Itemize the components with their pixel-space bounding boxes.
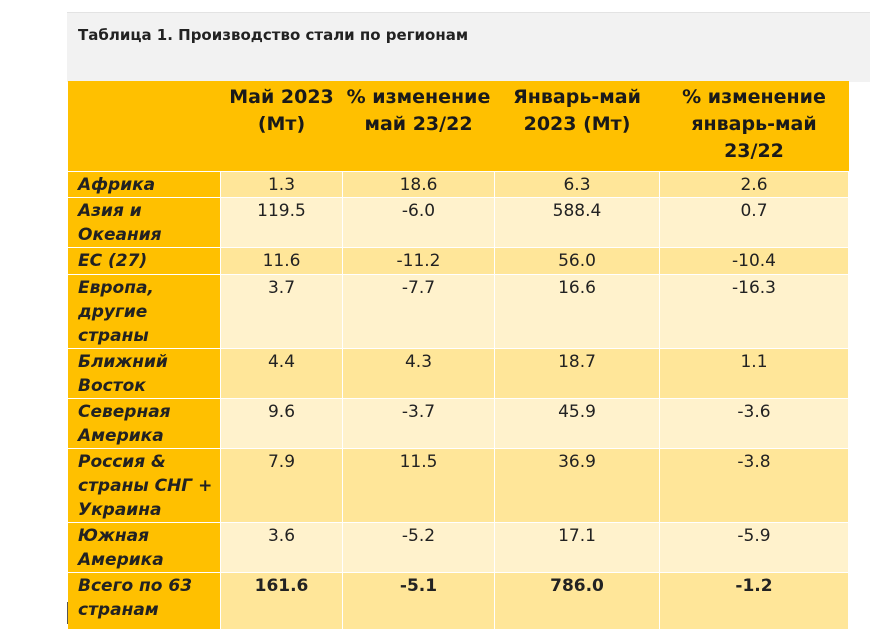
region-cell: Европа, другие страны (67, 273, 221, 349)
total-row: Всего по 63 странам 161.6 -5.1 786.0 -1.… (67, 571, 849, 630)
jan-may-cell: 16.6 (494, 273, 660, 349)
header-jan-may: Январь-май 2023 (Мт) (494, 81, 660, 171)
jan-may-change-cell: -3.8 (659, 447, 849, 523)
table-row: ЕС (27) 11.6 -11.2 56.0 -10.4 (67, 246, 849, 275)
table-row: Южная Америка 3.6 -5.2 17.1 -5.9 (67, 521, 849, 573)
header-row: Май 2023 (Мт) % изменение май 23/22 Янва… (67, 81, 849, 171)
jan-may-change-cell: -1.2 (659, 571, 849, 630)
may-change-cell: -5.1 (342, 571, 495, 630)
jan-may-change-cell: 0.7 (659, 196, 849, 248)
jan-may-cell: 786.0 (494, 571, 660, 630)
table-caption: Таблица 1. Производство стали по региона… (78, 26, 469, 44)
jan-may-change-cell: -5.9 (659, 521, 849, 573)
may-cell: 7.9 (220, 447, 343, 523)
header-jan-may-change: % изменение январь-май 23/22 (659, 81, 849, 171)
jan-may-cell: 588.4 (494, 196, 660, 248)
header-may-change: % изменение май 23/22 (342, 81, 495, 171)
jan-may-change-cell: -3.6 (659, 397, 849, 449)
region-cell: ЕС (27) (67, 246, 221, 275)
jan-may-cell: 45.9 (494, 397, 660, 449)
region-cell: Северная Америка (67, 397, 221, 449)
may-change-cell: -3.7 (342, 397, 495, 449)
may-cell: 9.6 (220, 397, 343, 449)
steel-production-table: Май 2023 (Мт) % изменение май 23/22 Янва… (67, 81, 849, 630)
table-row: Северная Америка 9.6 -3.7 45.9 -3.6 (67, 397, 849, 449)
may-change-cell: -5.2 (342, 521, 495, 573)
jan-may-cell: 36.9 (494, 447, 660, 523)
jan-may-change-cell: 1.1 (659, 347, 849, 399)
may-cell: 119.5 (220, 196, 343, 248)
may-cell: 161.6 (220, 571, 343, 630)
jan-may-cell: 6.3 (494, 170, 660, 198)
region-cell: Всего по 63 странам (67, 571, 221, 630)
text-cursor (67, 602, 68, 624)
may-cell: 4.4 (220, 347, 343, 399)
region-cell: Азия и Океания (67, 196, 221, 248)
may-change-cell: 4.3 (342, 347, 495, 399)
table-row: Азия и Океания 119.5 -6.0 588.4 0.7 (67, 196, 849, 248)
jan-may-cell: 56.0 (494, 246, 660, 275)
table-row: Россия & страны СНГ + Украина 7.9 11.5 3… (67, 447, 849, 523)
region-cell: Ближний Восток (67, 347, 221, 399)
region-cell: Африка (67, 170, 221, 198)
table-row: Африка 1.3 18.6 6.3 2.6 (67, 170, 849, 198)
header-may: Май 2023 (Мт) (220, 81, 343, 171)
caption-bar: Таблица 1. Производство стали по региона… (67, 12, 870, 82)
jan-may-cell: 18.7 (494, 347, 660, 399)
may-change-cell: -7.7 (342, 273, 495, 349)
may-cell: 3.7 (220, 273, 343, 349)
jan-may-change-cell: 2.6 (659, 170, 849, 198)
table-row: Европа, другие страны 3.7 -7.7 16.6 -16.… (67, 273, 849, 349)
jan-may-change-cell: -16.3 (659, 273, 849, 349)
may-cell: 3.6 (220, 521, 343, 573)
may-change-cell: -11.2 (342, 246, 495, 275)
may-change-cell: 18.6 (342, 170, 495, 198)
may-cell: 11.6 (220, 246, 343, 275)
header-region (67, 81, 221, 171)
may-change-cell: -6.0 (342, 196, 495, 248)
may-change-cell: 11.5 (342, 447, 495, 523)
region-cell: Южная Америка (67, 521, 221, 573)
may-cell: 1.3 (220, 170, 343, 198)
region-cell: Россия & страны СНГ + Украина (67, 447, 221, 523)
jan-may-cell: 17.1 (494, 521, 660, 573)
jan-may-change-cell: -10.4 (659, 246, 849, 275)
table-row: Ближний Восток 4.4 4.3 18.7 1.1 (67, 347, 849, 399)
